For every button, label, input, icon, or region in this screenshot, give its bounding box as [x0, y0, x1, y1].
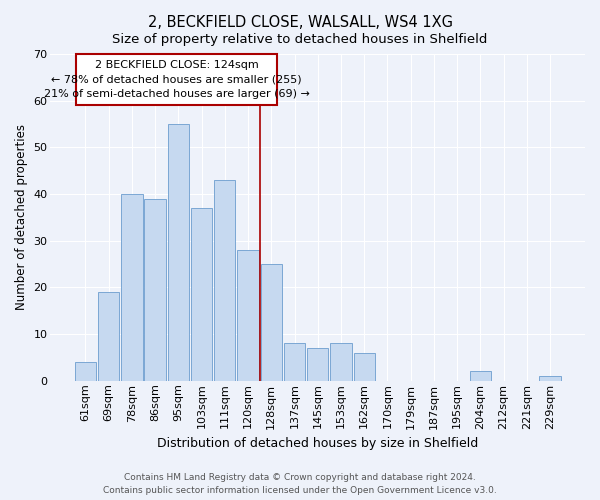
Text: Size of property relative to detached houses in Shelfield: Size of property relative to detached ho… — [112, 32, 488, 46]
Bar — [191, 208, 212, 381]
Bar — [284, 344, 305, 381]
Bar — [353, 353, 375, 381]
Bar — [121, 194, 143, 381]
Bar — [539, 376, 561, 381]
Bar — [214, 180, 235, 381]
X-axis label: Distribution of detached houses by size in Shelfield: Distribution of detached houses by size … — [157, 437, 478, 450]
Bar — [238, 250, 259, 381]
Bar — [330, 344, 352, 381]
Bar — [307, 348, 328, 381]
Bar — [145, 198, 166, 381]
Bar — [75, 362, 96, 381]
Text: Contains HM Land Registry data © Crown copyright and database right 2024.
Contai: Contains HM Land Registry data © Crown c… — [103, 474, 497, 495]
Text: 2, BECKFIELD CLOSE, WALSALL, WS4 1XG: 2, BECKFIELD CLOSE, WALSALL, WS4 1XG — [148, 15, 452, 30]
Y-axis label: Number of detached properties: Number of detached properties — [15, 124, 28, 310]
Bar — [98, 292, 119, 381]
Bar — [260, 264, 282, 381]
Bar — [470, 372, 491, 381]
FancyBboxPatch shape — [76, 54, 277, 106]
Text: 2 BECKFIELD CLOSE: 124sqm
← 78% of detached houses are smaller (255)
21% of semi: 2 BECKFIELD CLOSE: 124sqm ← 78% of detac… — [44, 60, 310, 99]
Bar — [167, 124, 189, 381]
